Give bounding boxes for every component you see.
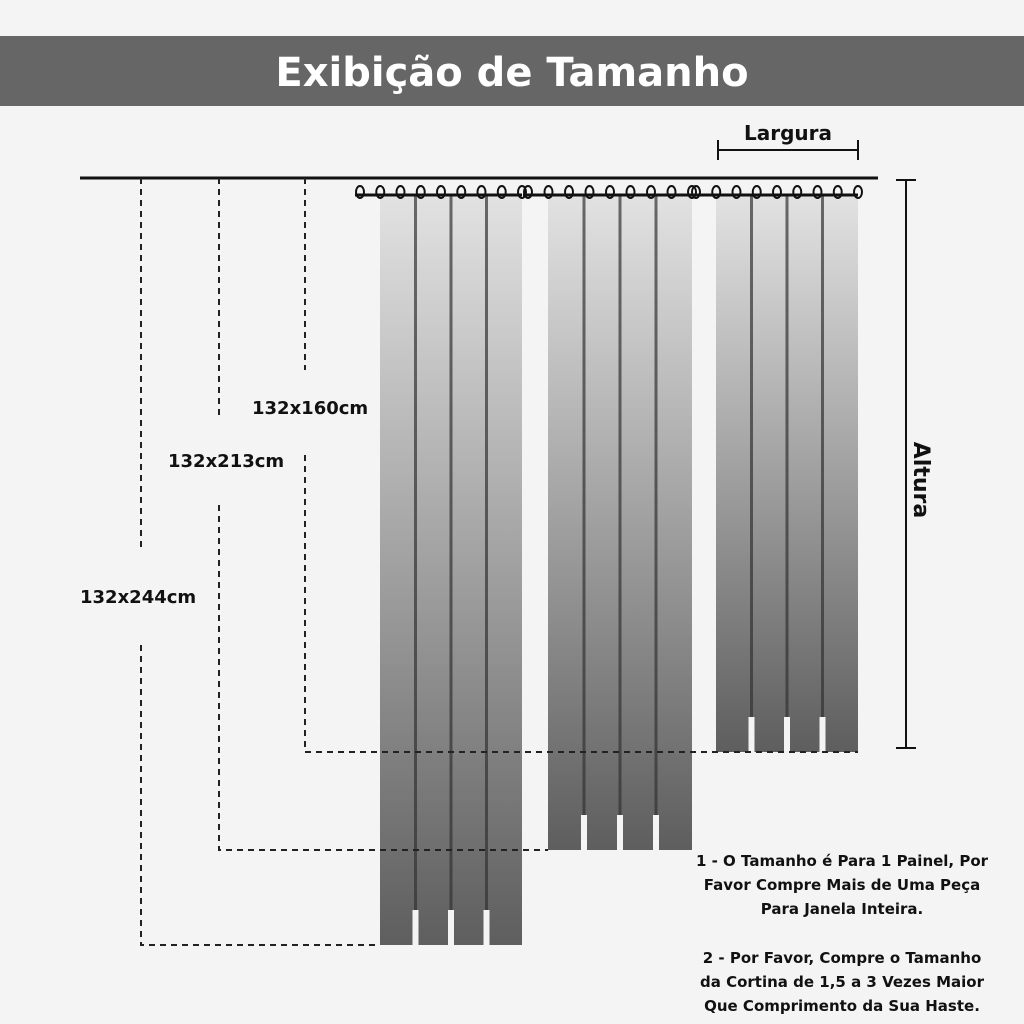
grommet (436, 185, 446, 199)
notes: 1 - O Tamanho é Para 1 Painel, Por Favor … (696, 852, 989, 1015)
note-line: Para Janela Inteira. (761, 900, 923, 918)
dimension-lines (140, 178, 858, 946)
notch (653, 815, 659, 850)
grommet (751, 185, 762, 199)
note-line: Que Comprimento da Sua Haste. (704, 997, 980, 1015)
curtains (355, 185, 863, 945)
size-label: 132x213cm (168, 451, 284, 472)
size-label: 132x244cm (80, 587, 196, 608)
grommet (812, 185, 823, 199)
grommet (375, 185, 386, 199)
grommet (772, 185, 782, 199)
notch (819, 717, 826, 752)
height-label: Altura (908, 442, 933, 518)
height-bracket (896, 179, 916, 749)
grommet (355, 185, 365, 199)
grommet (666, 185, 677, 199)
note-line: da Cortina de 1,5 a 3 Vezes Maior (700, 973, 985, 991)
note-line: 1 - O Tamanho é Para 1 Painel, Por (696, 852, 989, 870)
grommet (832, 185, 843, 199)
grommet (646, 185, 656, 199)
note-line: Favor Compre Mais de Uma Peça (704, 876, 980, 894)
grommet (584, 185, 595, 199)
grommet (853, 185, 863, 199)
size-label: 132x160cm (252, 398, 368, 419)
grommet (792, 185, 803, 199)
title-bar (0, 36, 1024, 106)
grommet (731, 185, 742, 199)
grommet (687, 185, 697, 199)
notch (784, 717, 790, 752)
width-bracket (717, 140, 859, 160)
grommet (543, 185, 554, 199)
grommet (691, 185, 701, 199)
grommet (395, 185, 406, 199)
width-label: Largura (744, 121, 832, 145)
grommet (476, 185, 487, 199)
notch (748, 717, 755, 752)
notch (617, 815, 623, 850)
notch (581, 815, 587, 850)
notch (448, 910, 454, 945)
notch (483, 910, 490, 945)
grommet (605, 185, 615, 199)
title: Exibição de Tamanho (275, 50, 748, 96)
note-line: 2 - Por Favor, Compre o Tamanho (703, 949, 982, 967)
grommet (415, 185, 426, 199)
grommet (523, 185, 533, 199)
grommet (564, 185, 574, 199)
grommet (496, 185, 507, 199)
grommet (711, 185, 722, 199)
grommet (625, 185, 636, 199)
grommet (456, 185, 467, 199)
grommet (517, 185, 527, 199)
notch (412, 910, 419, 945)
